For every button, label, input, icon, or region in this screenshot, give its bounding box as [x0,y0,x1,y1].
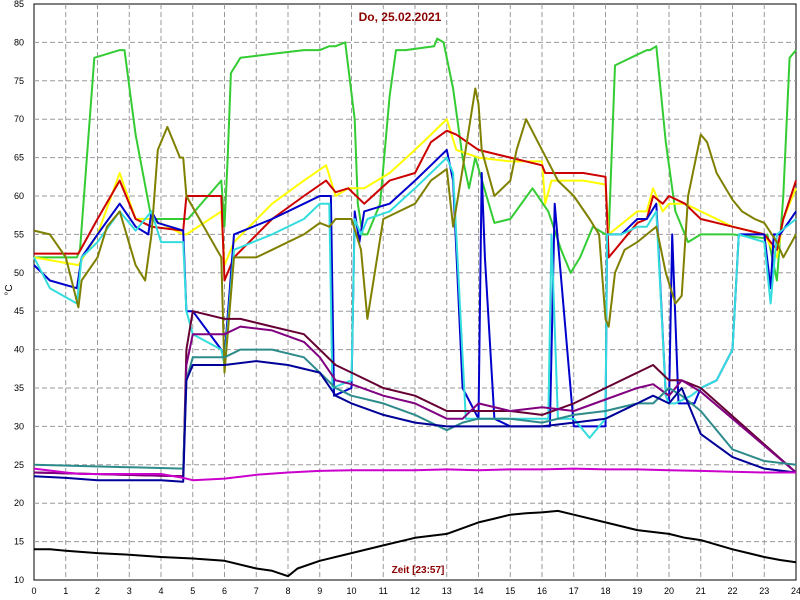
y-tick-label: 20 [14,498,24,508]
x-tick-label: 24 [791,586,800,596]
x-tick-label: 5 [190,586,195,596]
series-line-7 [33,310,797,478]
x-tick-label: 11 [379,586,388,596]
x-tick-label: 14 [473,586,483,596]
x-tick-label: 9 [317,586,322,596]
series-line-12 [34,509,797,578]
x-tick-label: 16 [537,586,547,596]
y-tick-label: 25 [14,460,24,470]
series-line-1 [34,37,797,282]
y-tick-label: 60 [14,191,24,201]
x-tick-label: 0 [31,586,36,596]
y-tick-label: 40 [14,345,24,355]
series-line-11 [33,467,796,482]
y-tick-label: 65 [14,153,24,163]
x-tick-labels: 0 1 2 3 4 5 6 7 8 9 10 11 12 13 14 15 16 17 18 19 20 21 22 23 24 [31,586,800,596]
chart-title: Do, 25.02.2021 [359,10,442,24]
y-tick-label: 70 [14,114,24,124]
x-tick-label: 23 [759,586,769,596]
series-line-2 [33,118,797,267]
y-tick-label: 30 [14,421,24,431]
x-tick-label: 13 [442,586,452,596]
series-line-4 [33,148,797,428]
x-tick-label: 21 [696,586,706,596]
x-tick-label: 20 [664,586,674,596]
x-tick-label: 7 [254,586,259,596]
series-line-6 [33,87,797,374]
x-axis-label: Zeit [23:57] [392,565,445,576]
series-line-3 [34,129,797,282]
series-line-5 [33,156,797,439]
x-tick-label: 19 [632,586,642,596]
x-tick-label: 22 [727,586,737,596]
y-axis-label: °C [4,284,15,295]
y-tick-label: 35 [14,383,24,393]
y-tick-label: 45 [14,306,24,316]
x-tick-label: 1 [63,586,68,596]
y-tick-label: 85 [14,0,24,9]
x-tick-label: 10 [346,586,356,596]
series-line-10 [33,360,797,483]
x-tick-label: 3 [127,586,132,596]
x-tick-label: 6 [222,586,227,596]
y-tick-label: 75 [14,76,24,86]
x-tick-label: 18 [600,586,610,596]
series-group [33,37,797,578]
y-tick-label: 55 [14,229,24,239]
y-tick-labels: 10 15 20 25 30 35 40 45 50 55 60 65 70 75 80 85 [14,0,24,585]
x-tick-label: 12 [410,586,420,596]
series-line-8 [33,325,797,478]
x-tick-label: 8 [285,586,290,596]
y-tick-label: 80 [14,37,24,47]
x-tick-label: 15 [505,586,515,596]
y-tick-label: 50 [14,268,24,278]
y-tick-label: 15 [14,537,24,547]
x-tick-label: 4 [158,586,163,596]
x-tick-label: 2 [95,586,100,596]
y-tick-label: 10 [14,575,24,585]
x-tick-label: 17 [569,586,579,596]
